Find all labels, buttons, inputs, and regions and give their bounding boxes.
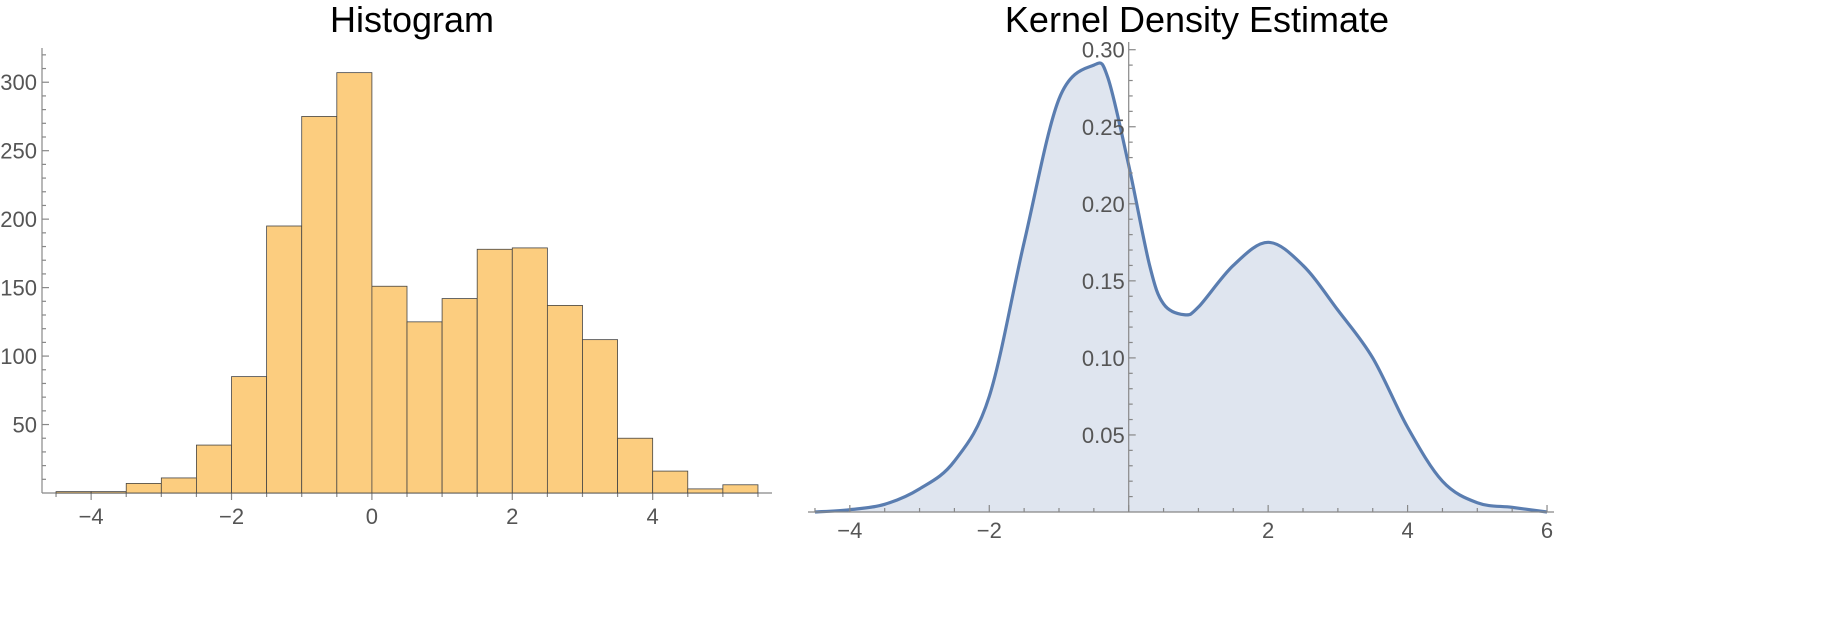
histogram-x-tick-label: −4 (79, 504, 104, 529)
histogram-x-tick-label: 0 (366, 504, 378, 529)
histogram-y-tick-label: 50 (13, 413, 37, 438)
kde-y-tick-label: 0.20 (1082, 192, 1125, 217)
kde-title: Kernel Density Estimate (1005, 0, 1389, 40)
kde-x-tick-label: −4 (837, 518, 862, 543)
histogram-y-tick-label: 200 (0, 207, 37, 232)
kde-area (814, 61, 1548, 514)
histogram-bar (301, 116, 338, 494)
kde-y-tick-label: 0.05 (1082, 423, 1125, 448)
histogram-bars (55, 72, 759, 494)
histogram-bar (617, 437, 654, 494)
histogram-bar (266, 225, 303, 494)
kde-x-tick-label: 2 (1262, 518, 1274, 543)
histogram-bar (652, 470, 689, 494)
histogram-bar (336, 72, 373, 494)
histogram-tick-labels: −4 −2 0 2 4 50 100 150 200 250 300 (0, 70, 659, 529)
kde-y-tick-label: 0.15 (1082, 269, 1125, 294)
histogram-bar (441, 298, 478, 494)
histogram-bar (476, 248, 513, 494)
histogram-bar (231, 376, 268, 494)
kde-tick-labels: −4 −2 2 4 6 0.05 0.10 0.15 0.20 0.25 0.30 (837, 38, 1553, 543)
histogram-chart: Histogram −4 −2 0 2 4 50 100 150 200 250 300 (0, 0, 772, 529)
histogram-x-tick-label: −2 (219, 504, 244, 529)
histogram-y-tick-label: 100 (0, 344, 37, 369)
kde-x-tick-label: −2 (977, 518, 1002, 543)
kde-y-tick-label: 0.25 (1082, 115, 1125, 140)
kde-x-tick-label: 4 (1401, 518, 1413, 543)
histogram-x-tick-label: 4 (647, 504, 659, 529)
kde-curve (814, 61, 1548, 514)
histogram-bar (582, 339, 618, 494)
kde-x-tick-label: 6 (1541, 518, 1553, 543)
histogram-x-tick-label: 2 (506, 504, 518, 529)
histogram-title: Histogram (330, 0, 494, 40)
histogram-bar (546, 305, 583, 494)
histogram-bar (511, 247, 548, 494)
histogram-y-tick-label: 250 (0, 139, 37, 164)
histogram-bar (196, 444, 232, 494)
histogram-bar (371, 285, 408, 494)
kde-y-tick-label: 0.10 (1082, 346, 1125, 371)
histogram-y-tick-label: 300 (0, 70, 37, 95)
kde-y-tick-label: 0.30 (1082, 38, 1125, 63)
kde-fill (814, 63, 1548, 513)
histogram-bar (722, 484, 759, 494)
histogram-y-tick-label: 150 (0, 276, 37, 301)
kde-axes (808, 42, 1554, 513)
